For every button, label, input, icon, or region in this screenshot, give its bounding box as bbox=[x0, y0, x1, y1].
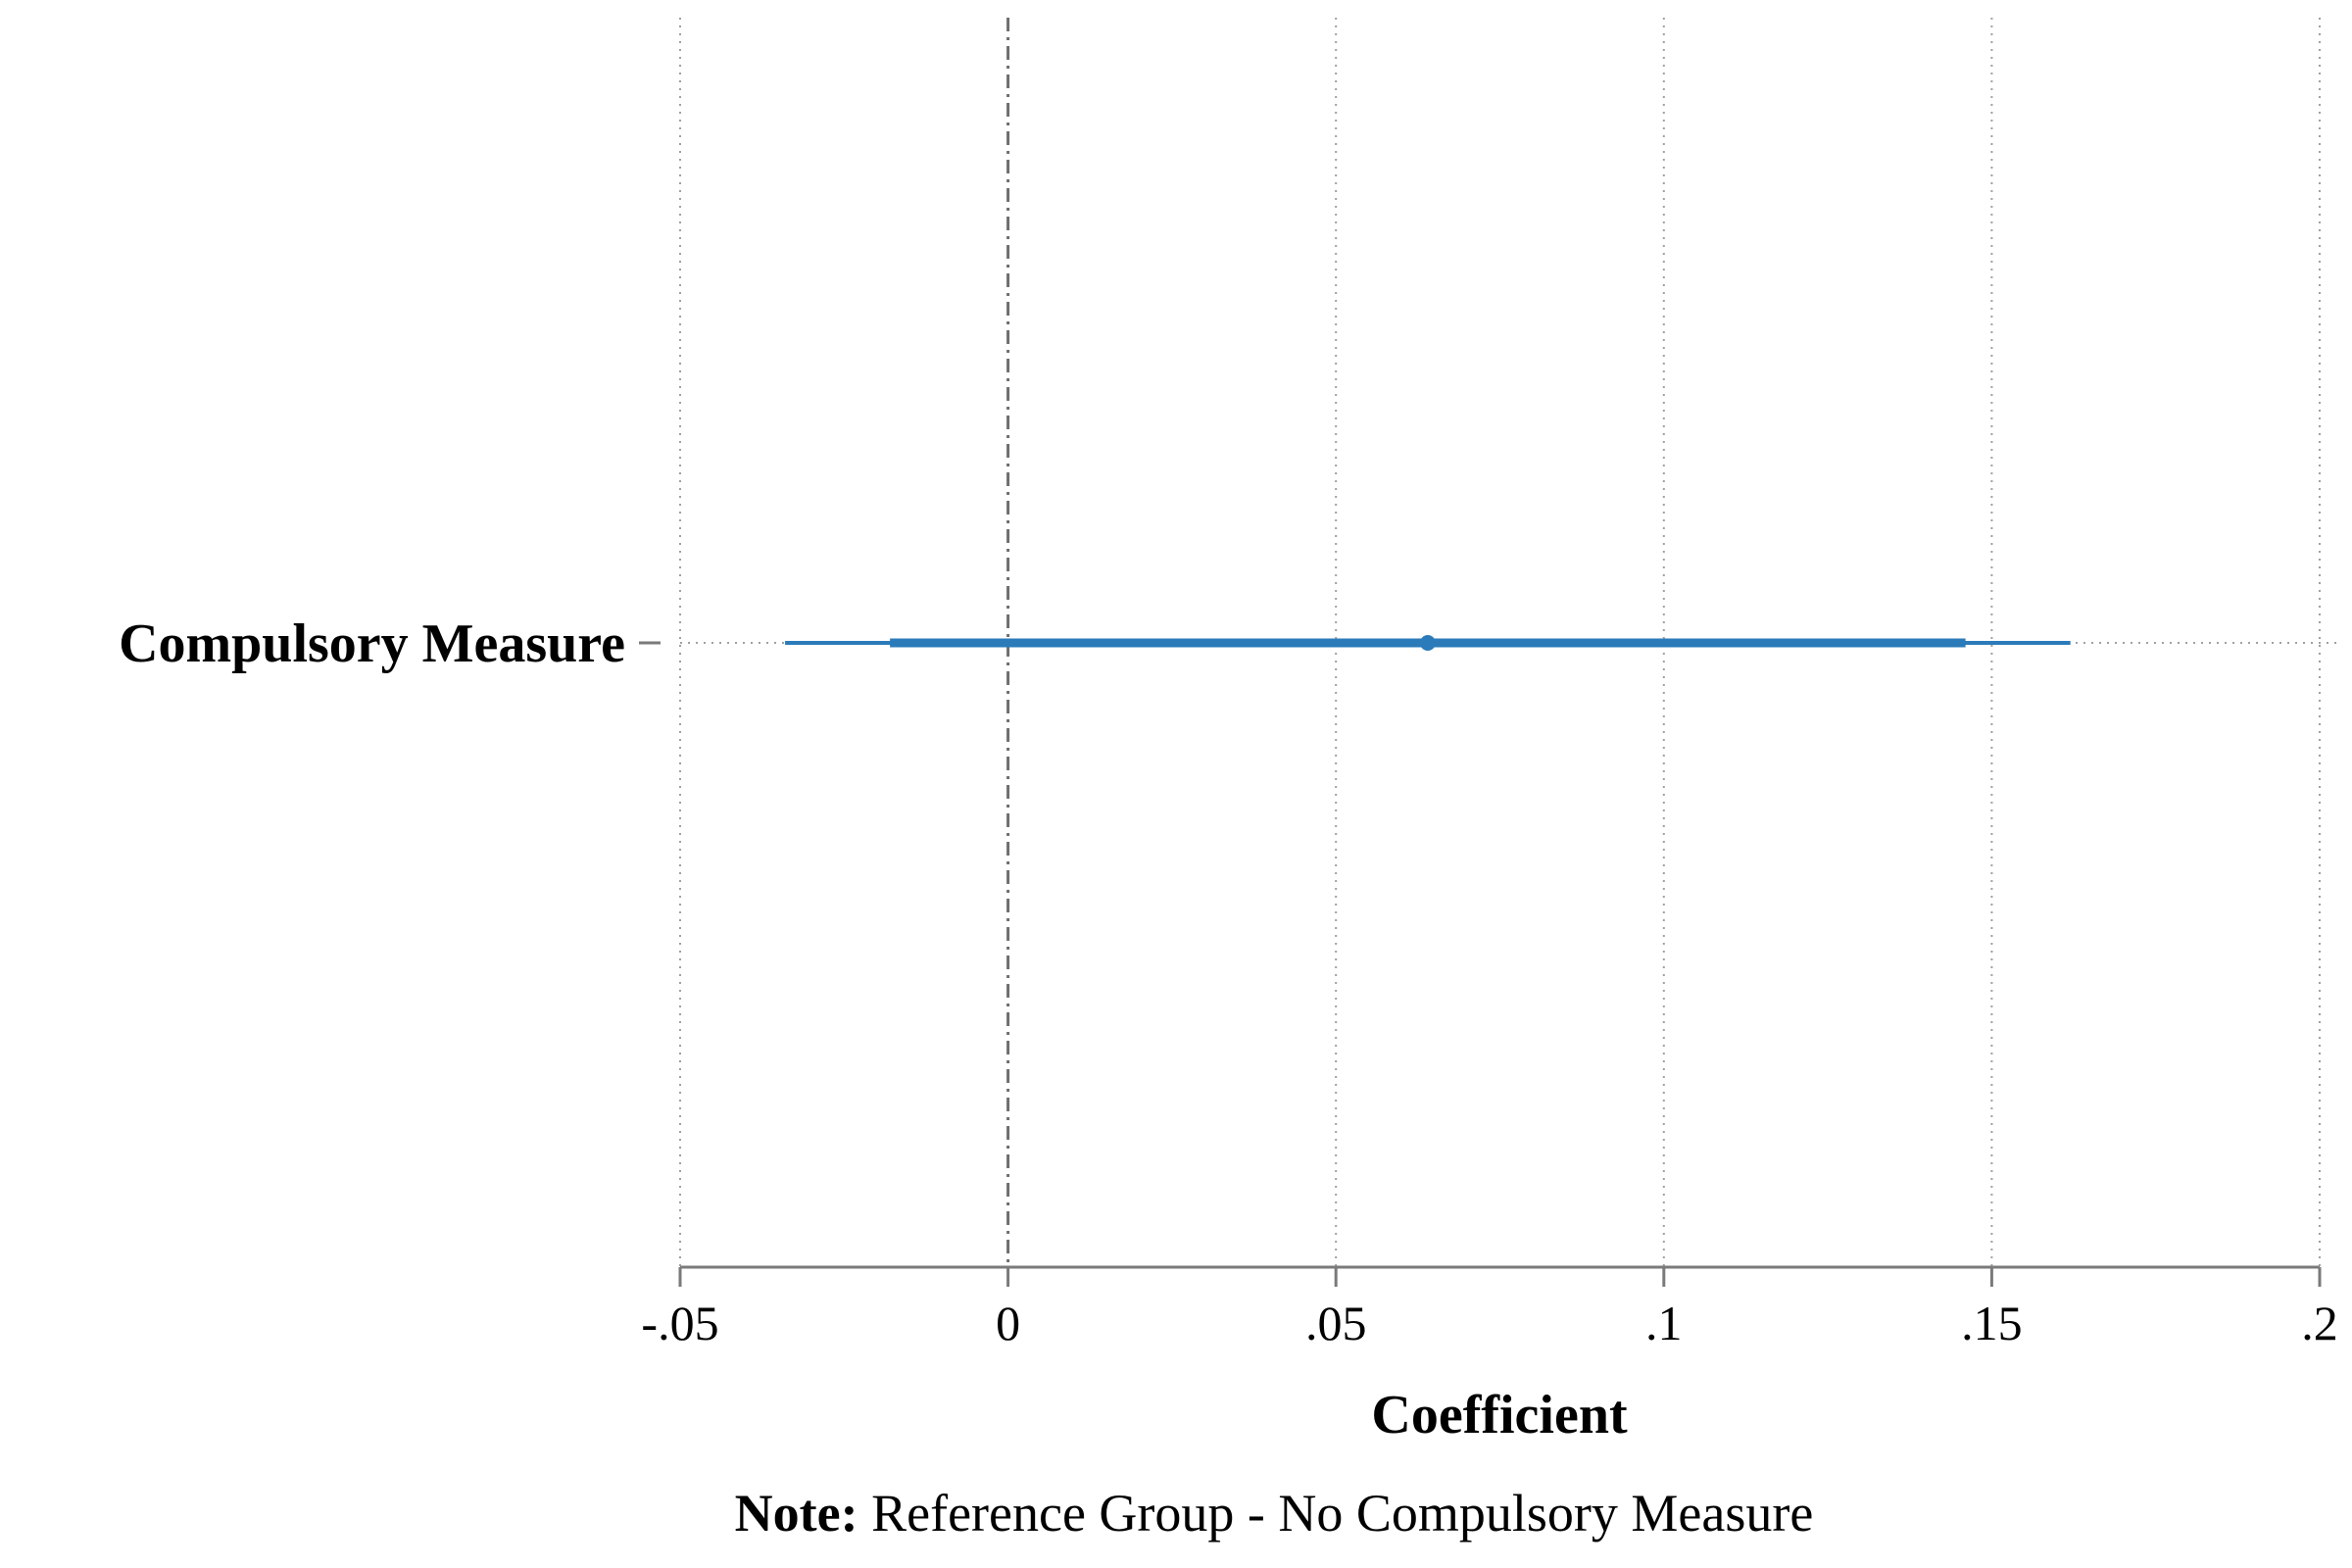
grid-lines bbox=[679, 18, 2339, 1267]
note-text: Reference Group - No Compulsory Measure bbox=[858, 1484, 1814, 1543]
x-tick-label: .1 bbox=[1645, 1296, 1683, 1350]
x-tick-label: -.05 bbox=[641, 1296, 718, 1350]
x-tick-label: .2 bbox=[2301, 1296, 2338, 1350]
category-labels: Compulsory Measure bbox=[119, 613, 625, 674]
note-label: Note: bbox=[735, 1484, 858, 1543]
x-axis: -.05 0 .05 .1 .15 .2 bbox=[639, 641, 2338, 1350]
x-tick-label: 0 bbox=[996, 1296, 1020, 1350]
chart-note: Note: Reference Group - No Compulsory Me… bbox=[735, 1484, 1814, 1543]
x-axis-title: Coefficient bbox=[1371, 1385, 1628, 1446]
coefficient-marks bbox=[785, 635, 2071, 651]
x-tick-label: .05 bbox=[1305, 1296, 1367, 1350]
point-estimate bbox=[1419, 635, 1436, 651]
category-label: Compulsory Measure bbox=[119, 613, 625, 674]
x-tick-label: .15 bbox=[1961, 1296, 2023, 1350]
